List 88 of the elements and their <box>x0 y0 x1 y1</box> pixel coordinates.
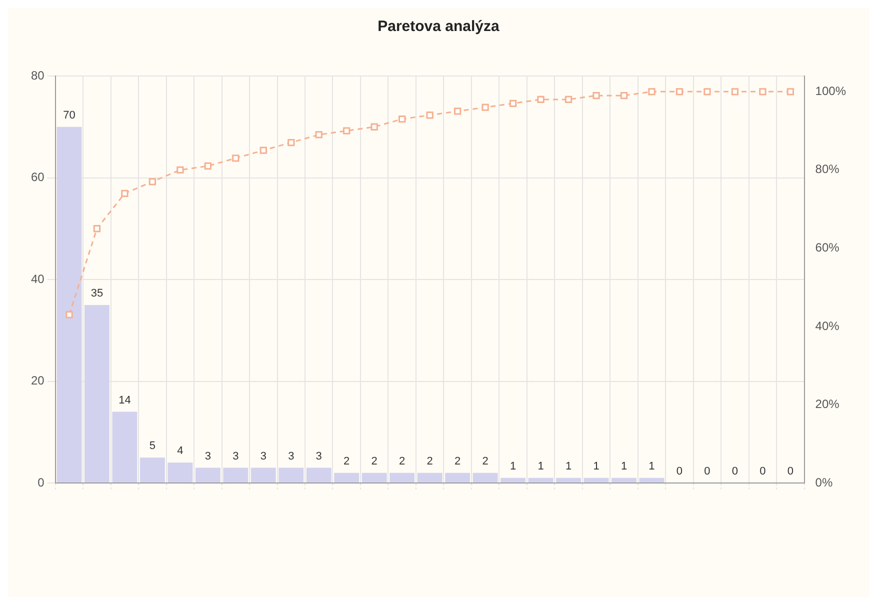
bar <box>223 468 248 482</box>
bar <box>306 468 332 482</box>
bar <box>168 462 193 482</box>
data-label: 2 <box>371 455 378 468</box>
data-label: 1 <box>565 460 572 472</box>
data-label: 1 <box>510 460 516 472</box>
point <box>176 166 184 174</box>
bar <box>334 472 360 482</box>
bar <box>445 472 470 482</box>
y-tick-label: 40 <box>30 272 45 286</box>
point <box>204 162 212 170</box>
data-label: 0 <box>676 466 683 478</box>
data-label: 0 <box>760 466 766 478</box>
bar <box>56 126 82 482</box>
y2-tick-label: 20% <box>815 397 840 412</box>
data-label: 3 <box>204 450 211 462</box>
point <box>648 88 656 96</box>
chart-title: Paretova analýza <box>378 18 500 36</box>
bar <box>278 468 304 482</box>
bar <box>250 468 276 482</box>
point <box>509 100 517 107</box>
point <box>370 123 378 130</box>
y-tick-label: 60 <box>30 170 45 184</box>
data-label: 2 <box>426 455 433 468</box>
data-label: 2 <box>454 455 461 468</box>
y-tick-label: 20 <box>30 374 45 388</box>
data-label: 0 <box>732 466 738 478</box>
data-label: 1 <box>648 460 655 472</box>
data-label: 70 <box>63 109 76 122</box>
point <box>121 190 128 197</box>
y2-tick-label: 80% <box>815 162 840 176</box>
data-label: 2 <box>482 455 488 468</box>
bar <box>612 478 636 482</box>
bar <box>472 472 498 482</box>
point <box>676 88 684 96</box>
data-label: 0 <box>704 466 710 478</box>
point <box>93 225 101 232</box>
y2-tick-label: 100% <box>815 84 846 98</box>
point <box>786 88 794 96</box>
point <box>148 178 156 186</box>
data-label: 1 <box>620 460 628 472</box>
bar <box>528 478 554 482</box>
data-label: 4 <box>177 445 184 458</box>
y2-tick-label: 40% <box>815 318 840 333</box>
point <box>704 88 711 96</box>
y2-tick-label: 0% <box>815 475 833 490</box>
point <box>454 108 462 115</box>
data-label: 5 <box>149 440 156 452</box>
y-tick-label: 80 <box>30 68 45 82</box>
bar <box>112 412 138 482</box>
bar <box>500 478 526 482</box>
data-label: 35 <box>90 287 104 300</box>
point <box>288 138 295 146</box>
bar <box>140 458 165 482</box>
point <box>426 112 434 119</box>
bar <box>362 472 387 482</box>
data-label: 3 <box>316 450 322 462</box>
point <box>482 104 489 111</box>
y-tick-label: 0 <box>38 475 45 490</box>
bar <box>84 304 110 482</box>
data-label: 1 <box>593 460 600 472</box>
data-label: 3 <box>260 450 266 462</box>
data-label: 0 <box>787 466 794 478</box>
bar <box>556 478 582 482</box>
bar <box>195 468 220 482</box>
data-label: 2 <box>344 455 350 468</box>
point <box>315 131 322 138</box>
bar <box>390 472 415 482</box>
data-label: 1 <box>538 460 544 472</box>
point <box>731 88 739 96</box>
point <box>260 146 267 154</box>
point <box>398 115 406 123</box>
point <box>620 92 628 100</box>
data-label: 14 <box>118 394 131 406</box>
data-label: 3 <box>232 450 239 462</box>
data-label: 2 <box>399 455 406 468</box>
point <box>343 127 350 134</box>
y2-tick-label: 60% <box>815 240 840 255</box>
data-label: 3 <box>288 450 294 462</box>
point <box>759 88 766 96</box>
bar <box>584 478 609 482</box>
point <box>564 96 572 104</box>
bar <box>639 478 664 482</box>
point <box>66 311 73 318</box>
bar <box>417 472 442 482</box>
point <box>537 96 544 104</box>
point <box>592 92 600 100</box>
point <box>232 154 240 162</box>
